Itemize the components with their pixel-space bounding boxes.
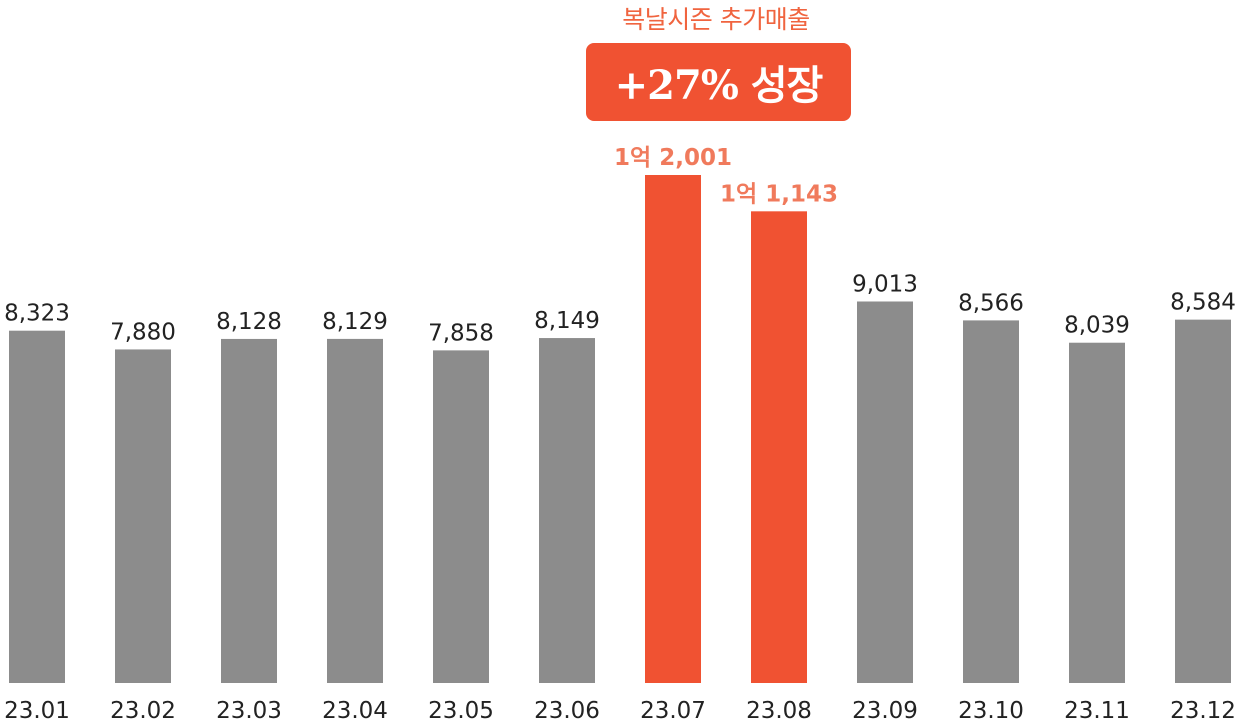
x-tick-label-23.09: 23.09 (852, 698, 918, 723)
x-tick-label-23.08: 23.08 (746, 698, 812, 723)
bar-23.06 (539, 338, 595, 683)
x-tick-label-23.10: 23.10 (958, 698, 1024, 723)
data-label-23.10: 8,566 (958, 290, 1024, 316)
bar-23.01 (9, 330, 65, 683)
x-tick-label-23.01: 23.01 (4, 698, 70, 723)
x-tick-label-23.11: 23.11 (1064, 698, 1130, 723)
data-label-23.02: 7,880 (110, 319, 176, 345)
bar-23.02 (115, 349, 171, 683)
data-label-23.05: 7,858 (428, 320, 494, 346)
data-label-23.03: 8,128 (216, 309, 282, 335)
x-tick-label-23.03: 23.03 (216, 698, 282, 723)
bar-23.11 (1069, 342, 1125, 683)
callout-badge: +27% 성장 (586, 43, 851, 121)
x-tick-label-23.12: 23.12 (1170, 698, 1236, 723)
x-tick-label-23.06: 23.06 (534, 698, 600, 723)
data-label-23.01: 8,323 (4, 301, 70, 327)
data-label-23.07: 1억 2,001 (614, 145, 732, 171)
bar-23.04 (327, 338, 383, 683)
x-tick-label-23.07: 23.07 (640, 698, 706, 723)
data-label-23.06: 8,149 (534, 308, 600, 334)
x-tick-label-23.02: 23.02 (110, 698, 176, 723)
data-label-23.04: 8,129 (322, 309, 388, 335)
bar-23.05 (433, 350, 489, 683)
bar-23.03 (221, 338, 277, 683)
callout-subtitle: 복날시즌 추가매출 (622, 5, 810, 34)
bar-23.09 (857, 301, 913, 683)
x-tick-label-23.05: 23.05 (428, 698, 494, 723)
data-label-23.09: 9,013 (852, 271, 918, 297)
bar-23.07 (645, 175, 701, 683)
data-label-23.12: 8,584 (1170, 290, 1236, 316)
data-label-23.08: 1억 1,143 (720, 181, 838, 207)
bar-23.12 (1175, 319, 1231, 683)
x-tick-label-23.04: 23.04 (322, 698, 388, 723)
bar-23.10 (963, 320, 1019, 683)
bar-23.08 (751, 211, 807, 683)
data-label-23.11: 8,039 (1064, 313, 1130, 339)
